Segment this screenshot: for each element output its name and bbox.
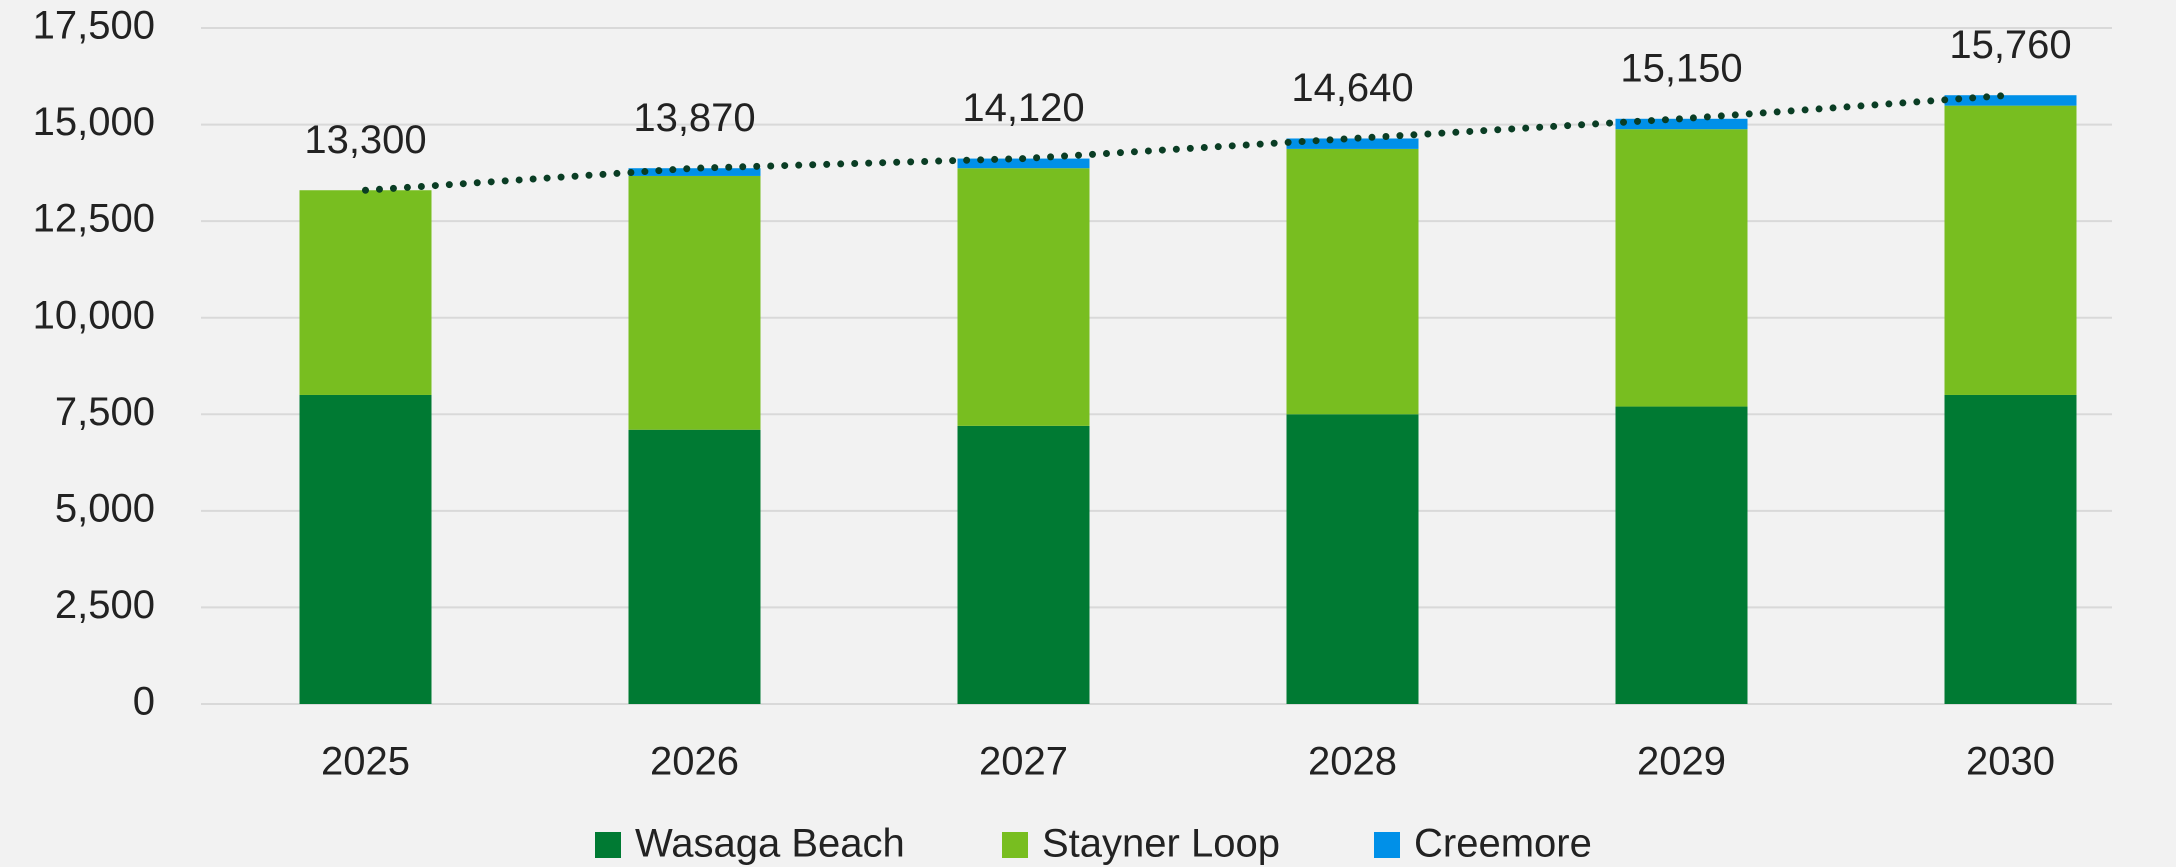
total-label: 13,300	[304, 118, 426, 162]
x-tick-label: 2026	[650, 740, 739, 784]
bar-segment	[1944, 394, 2077, 704]
total-label: 15,760	[1949, 23, 2071, 67]
bar-segment	[299, 190, 432, 395]
y-tick-label: 12,500	[33, 197, 155, 241]
bar-segment	[1615, 406, 1748, 704]
legend-label: Stayner Loop	[1042, 822, 1280, 866]
bar-segment	[957, 158, 1090, 169]
x-tick-label: 2028	[1308, 740, 1397, 784]
x-tick-label: 2025	[321, 740, 410, 784]
bar-segment	[957, 425, 1090, 704]
total-label: 14,640	[1291, 66, 1413, 110]
bar-segment	[1944, 95, 2077, 106]
bar-segment	[1286, 148, 1419, 415]
total-label: 15,150	[1620, 46, 1742, 90]
y-tick-label: 2,500	[55, 583, 155, 627]
x-tick-label: 2027	[979, 740, 1068, 784]
bar-segment	[628, 175, 761, 430]
bar-segment	[1615, 129, 1748, 407]
bar-segment	[1944, 105, 2077, 395]
total-label: 14,120	[962, 86, 1084, 130]
x-tick-label: 2029	[1637, 740, 1726, 784]
y-tick-label: 5,000	[55, 486, 155, 530]
bar-segment	[1286, 414, 1419, 704]
total-trend-line	[362, 91, 2014, 194]
legend-swatch	[595, 832, 621, 858]
total-label: 13,870	[633, 96, 755, 140]
bar-segment	[628, 429, 761, 704]
y-tick-label: 0	[133, 680, 155, 724]
legend-label: Creemore	[1414, 822, 1592, 866]
bar-segment	[1615, 118, 1748, 130]
bar-segment	[628, 168, 761, 176]
legend-label: Wasaga Beach	[635, 822, 905, 866]
y-tick-label: 7,500	[55, 390, 155, 434]
y-tick-label: 17,500	[33, 4, 155, 48]
bar-segment	[299, 394, 432, 704]
legend-swatch	[1002, 832, 1028, 858]
y-tick-label: 15,000	[33, 100, 155, 144]
y-tick-label: 10,000	[33, 293, 155, 337]
bar-segment	[957, 168, 1090, 426]
bar-segment	[1286, 138, 1419, 149]
x-tick-label: 2030	[1966, 740, 2055, 784]
legend-swatch	[1374, 832, 1400, 858]
